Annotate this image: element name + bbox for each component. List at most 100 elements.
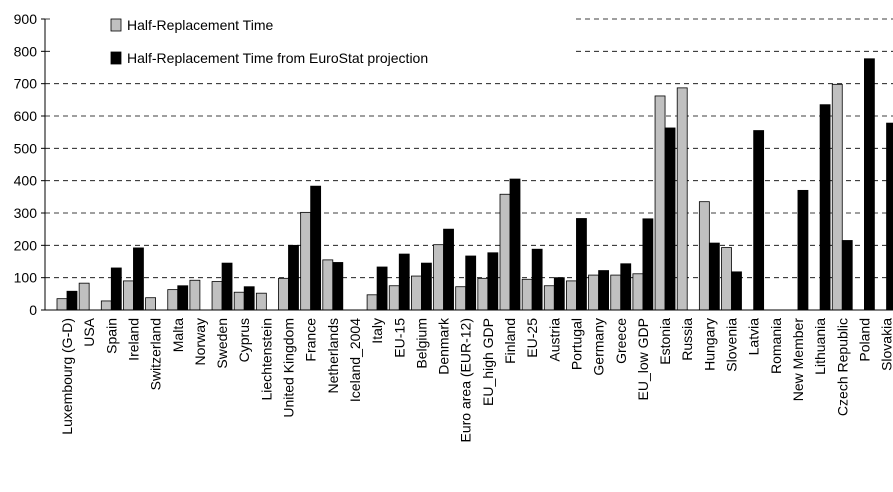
- bar: [233, 291, 245, 311]
- legend-label: Half-Replacement Time: [127, 17, 273, 33]
- x-tick-label: Euro area (EUR-12): [458, 318, 474, 443]
- legend-swatch: [110, 51, 122, 65]
- x-tick-label: Latvia: [746, 318, 762, 356]
- x-tick-label: Ireland: [125, 318, 141, 361]
- bar: [376, 266, 388, 311]
- bar: [145, 297, 157, 311]
- x-tick-label: Portugal: [568, 318, 584, 370]
- bar: [189, 279, 201, 311]
- bar: [243, 286, 255, 311]
- x-tick-label: France: [303, 318, 319, 362]
- y-tick-label: 0: [29, 302, 37, 318]
- bar: [797, 189, 809, 311]
- x-tick-label: Norway: [192, 318, 208, 365]
- bar: [819, 104, 831, 311]
- bar: [221, 262, 233, 311]
- x-tick-label: Austria: [546, 318, 562, 362]
- bar: [66, 290, 78, 311]
- x-tick-label: Slovenia: [724, 318, 740, 372]
- bar: [477, 277, 489, 311]
- bar: [78, 282, 90, 311]
- bar: [433, 244, 444, 311]
- bar: [588, 274, 599, 311]
- bar: [543, 285, 555, 311]
- bar: [654, 95, 666, 311]
- x-tick-label: Belgium: [413, 318, 429, 369]
- bar: [610, 274, 622, 311]
- bar: [698, 201, 710, 311]
- bar: [388, 285, 400, 311]
- y-tick-label: 600: [14, 108, 38, 124]
- legend-swatch: [110, 18, 122, 32]
- x-tick-label: Finland: [502, 318, 518, 364]
- bar: [443, 228, 454, 311]
- y-tick-label: 900: [14, 11, 38, 27]
- x-tick-label: Poland: [856, 318, 872, 362]
- bar: [211, 281, 223, 311]
- bar: [864, 58, 875, 311]
- bar: [566, 280, 577, 311]
- bar: [310, 185, 322, 311]
- x-tick-label: Czech Republic: [834, 318, 850, 416]
- bar: [499, 193, 511, 311]
- legend-label: Half-Replacement Time from EuroStat proj…: [127, 50, 428, 66]
- bar: [332, 262, 344, 311]
- bar: [366, 294, 378, 311]
- x-tick-label: Romania: [768, 318, 784, 374]
- bar: [420, 262, 432, 311]
- bar: [642, 218, 654, 311]
- bar: [509, 178, 521, 311]
- legend-box: [50, 6, 575, 74]
- bar: [841, 240, 853, 311]
- x-tick-label: Sweden: [214, 318, 230, 369]
- bar: [278, 277, 289, 311]
- bar: [632, 273, 644, 311]
- bar: [676, 87, 688, 311]
- y-tick-label: 500: [14, 140, 38, 156]
- x-tick-label: EU-15: [391, 318, 407, 358]
- x-tick-label: EU_low GDP: [635, 318, 651, 400]
- bar: [100, 300, 112, 311]
- y-tick-label: 700: [14, 76, 38, 92]
- bar: [455, 286, 467, 311]
- x-tick-label: Cyprus: [236, 318, 252, 362]
- y-tick-label: 800: [14, 43, 38, 59]
- bar: [133, 247, 144, 311]
- x-tick-label: Estonia: [657, 318, 673, 365]
- bar: [553, 277, 565, 311]
- bar: [531, 248, 543, 311]
- bar: [123, 280, 134, 311]
- bar: [177, 285, 189, 311]
- bar: [322, 259, 334, 311]
- x-tick-label: Spain: [103, 318, 119, 354]
- y-tick-label: 100: [14, 270, 38, 286]
- x-tick-label: New Member: [790, 318, 806, 402]
- bar: [487, 252, 499, 311]
- x-tick-label: Greece: [613, 318, 629, 364]
- x-tick-label: Slovakia: [879, 318, 893, 371]
- bar: [886, 122, 893, 311]
- bar: [831, 83, 843, 311]
- x-tick-label: EU-25: [524, 318, 540, 358]
- bar: [598, 270, 609, 311]
- x-tick-label: Russia: [679, 318, 695, 361]
- bar: [110, 267, 122, 311]
- bar: [664, 127, 676, 311]
- bar: [255, 292, 267, 311]
- x-tick-label: USA: [81, 317, 97, 346]
- bar: [465, 255, 477, 311]
- x-tick-label: Denmark: [436, 317, 452, 375]
- x-tick-label: Malta: [170, 318, 186, 352]
- x-tick-label: Italy: [369, 318, 385, 344]
- x-tick-label: Hungary: [701, 318, 717, 371]
- bar: [731, 271, 742, 311]
- bar: [300, 211, 312, 311]
- y-tick-label: 200: [14, 237, 38, 253]
- bar: [721, 247, 732, 311]
- bar: [620, 263, 632, 311]
- bar: [521, 278, 533, 311]
- x-tick-label: Iceland_2004: [347, 318, 363, 402]
- x-tick-label: Netherlands: [325, 318, 341, 394]
- bar: [288, 244, 299, 311]
